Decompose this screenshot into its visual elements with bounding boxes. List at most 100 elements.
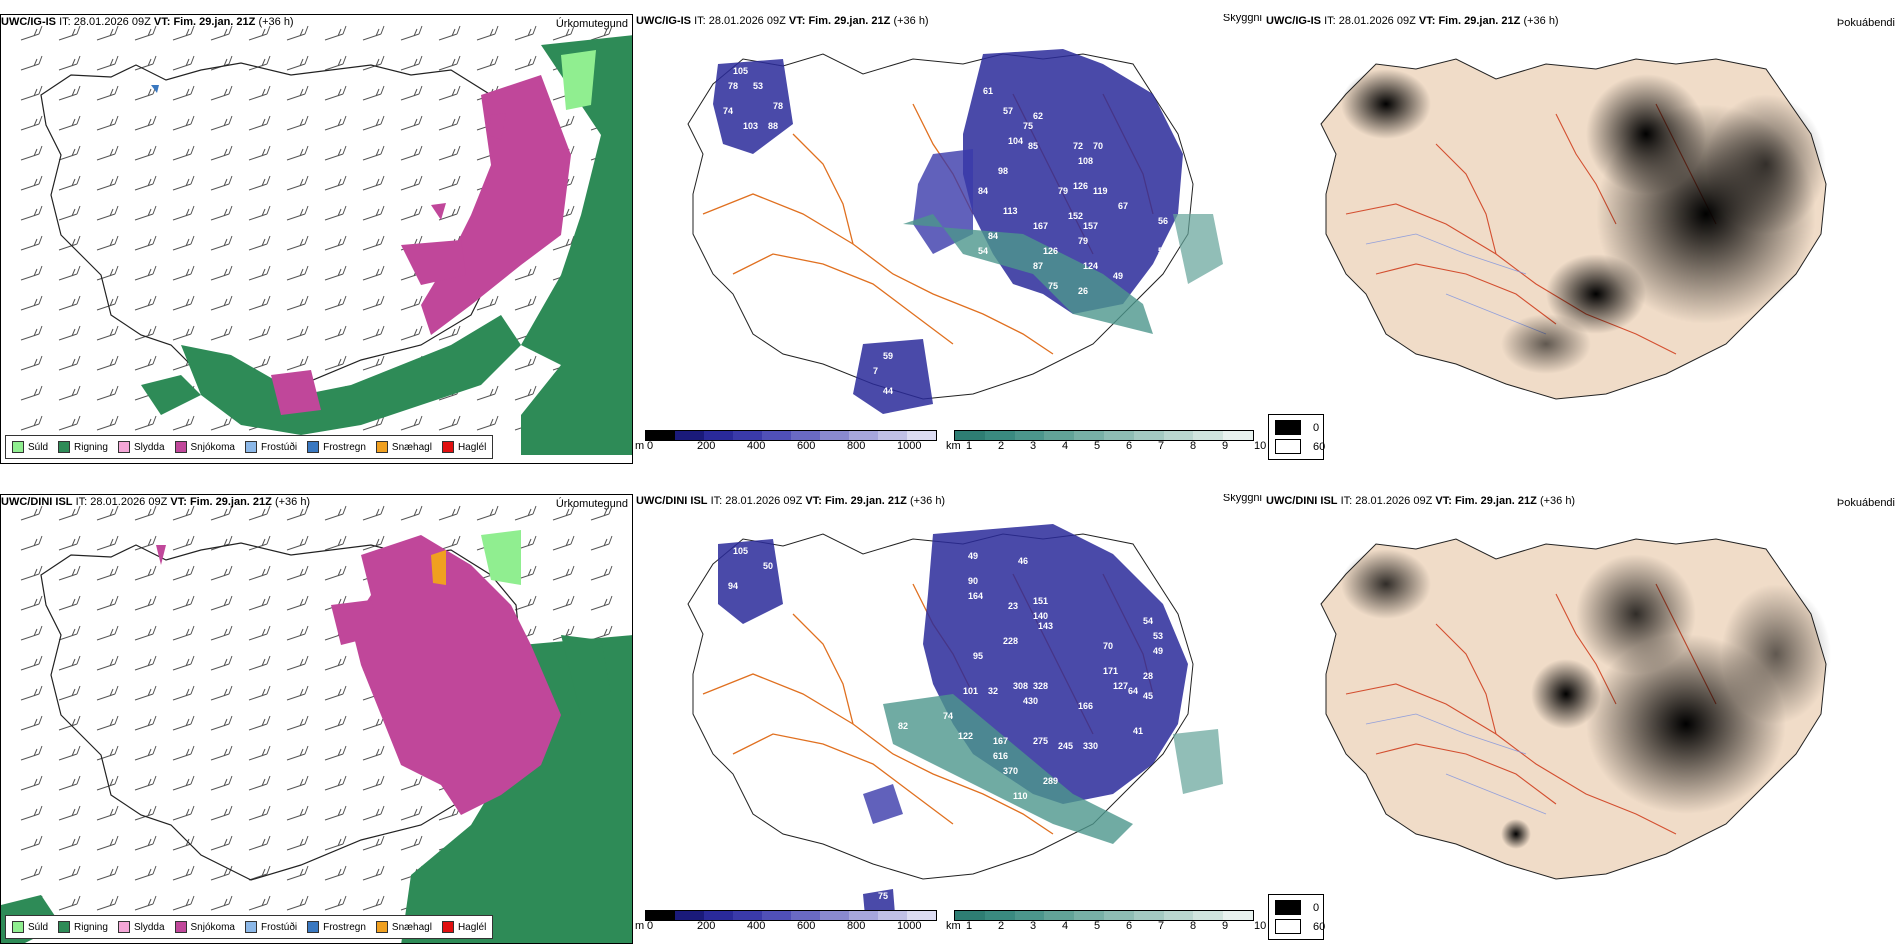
colorbar-tick: 1000 [897, 920, 922, 932]
visibility-colorbar: km 1 2 3 4 5 6 7 8 9 10 [946, 910, 1266, 938]
legend-swatch [117, 441, 130, 453]
wind-barb [400, 145, 423, 161]
it-label: IT: [710, 495, 723, 507]
wind-barb [438, 115, 461, 131]
visibility-value-label: 151 [1033, 596, 1048, 606]
wind-barb [134, 205, 157, 221]
wind-barb [20, 205, 43, 221]
wind-barb [20, 265, 43, 281]
wind-barb [58, 25, 81, 41]
wind-barb [134, 655, 157, 671]
visibility-value-label: 7 [873, 366, 878, 376]
wind-barb [172, 595, 195, 611]
visibility-panel-top: 105 78 53 78 74 103 88 61 57 62 75 104 85 72 70 108 98 84… [633, 14, 1266, 464]
it-label: IT: [59, 16, 71, 28]
wind-barb [324, 145, 347, 161]
wind-barb [96, 205, 119, 221]
colorbar-tick: 3 [1030, 440, 1037, 452]
wind-barb [172, 715, 195, 731]
visibility-value-label: 78 [773, 101, 783, 111]
wind-barb [210, 115, 233, 131]
colorbar-segment [733, 431, 762, 440]
wind-barb [58, 625, 81, 641]
wind-barb [134, 115, 157, 131]
wind-barb [172, 145, 195, 161]
elevation-colorbar: m 0 200 400 600 800 1000 [635, 910, 937, 938]
legend-item: Haglél [441, 441, 486, 453]
colorbar-segment [762, 911, 791, 920]
visibility-value-label: 46 [1018, 556, 1028, 566]
wind-barb [248, 715, 271, 731]
legend-swatch [58, 921, 71, 933]
visibility-value-label: 82 [898, 721, 908, 731]
wind-barb [172, 265, 195, 281]
wind-barb [96, 775, 119, 791]
wind-barb [286, 295, 309, 311]
wind-barb [400, 835, 423, 851]
wind-barb [210, 655, 233, 671]
wind-barb [476, 295, 499, 311]
wind-barb [20, 625, 43, 641]
colorbar-tick: 9 [1222, 920, 1229, 932]
wind-barb [324, 655, 347, 671]
colorbar-tick: 400 [747, 920, 766, 932]
wind-barb [58, 265, 81, 281]
wind-barb [400, 505, 423, 521]
wind-barb [172, 205, 195, 221]
elevation-colorbar: m 0 200 400 600 800 1000 [635, 430, 937, 458]
wind-barb [286, 565, 309, 581]
panel-header: UWC/IG-IS IT: 28.01.2026 09Z VT: Fim. 29… [636, 15, 929, 27]
wind-barb [20, 25, 43, 41]
colorbar-tick: 8 [1190, 920, 1197, 932]
visibility-value-label: 75 [878, 891, 888, 901]
wind-barb [248, 685, 271, 701]
wind-barb [286, 625, 309, 641]
wind-barb [20, 685, 43, 701]
vt-label: VT: [1418, 15, 1436, 27]
precip-type-panel-top: UWC/IG-IS IT: 28.01.2026 09Z VT: Fim. 29… [0, 14, 633, 464]
colorbar-tick: 5 [1094, 440, 1101, 452]
colorbar-segment [1223, 911, 1253, 920]
visibility-value-label: 70 [1093, 141, 1103, 151]
wind-barb [134, 775, 157, 791]
wind-barb [96, 655, 119, 671]
wind-barb [96, 325, 119, 341]
lead-time: (+36 h) [1523, 15, 1559, 27]
wind-barb [286, 595, 309, 611]
wind-barb [134, 625, 157, 641]
visibility-value-label: 90 [968, 576, 978, 586]
wind-barb [438, 505, 461, 521]
wind-barb [172, 85, 195, 101]
legend-label: Rigning [74, 921, 108, 933]
wind-barb [286, 775, 309, 791]
wind-barb [20, 145, 43, 161]
colorbar-segment [1193, 911, 1224, 920]
visibility-value-label: 75 [1023, 121, 1033, 131]
wind-barb [134, 175, 157, 191]
wind-barb [210, 565, 233, 581]
wind-barb [58, 145, 81, 161]
wind-barb [58, 295, 81, 311]
visibility-value-label: 122 [958, 731, 973, 741]
wind-barb [400, 415, 423, 431]
wind-barb [134, 235, 157, 251]
wind-barb [400, 325, 423, 341]
wind-barb [172, 235, 195, 251]
model-name: UWC/DINI ISL [1266, 495, 1338, 507]
wind-barb [134, 595, 157, 611]
colorbar-tick: 2 [998, 440, 1005, 452]
panel-title: Skyggni [1222, 14, 1262, 24]
visibility-value-label: 87 [1033, 261, 1043, 271]
wind-barb [552, 565, 575, 581]
visibility-value-label: 110 [1013, 791, 1028, 801]
wind-barb [286, 655, 309, 671]
panel-title: Þokuábendi [1836, 17, 1895, 29]
legend-item: Frostúði [244, 921, 297, 933]
wind-barb [362, 55, 385, 71]
visibility-value-label: 98 [998, 166, 1008, 176]
wind-barb [286, 805, 309, 821]
visibility-value-label: 62 [1033, 111, 1043, 121]
wind-barb [20, 385, 43, 401]
wind-barb [210, 145, 233, 161]
wind-barb [210, 295, 233, 311]
